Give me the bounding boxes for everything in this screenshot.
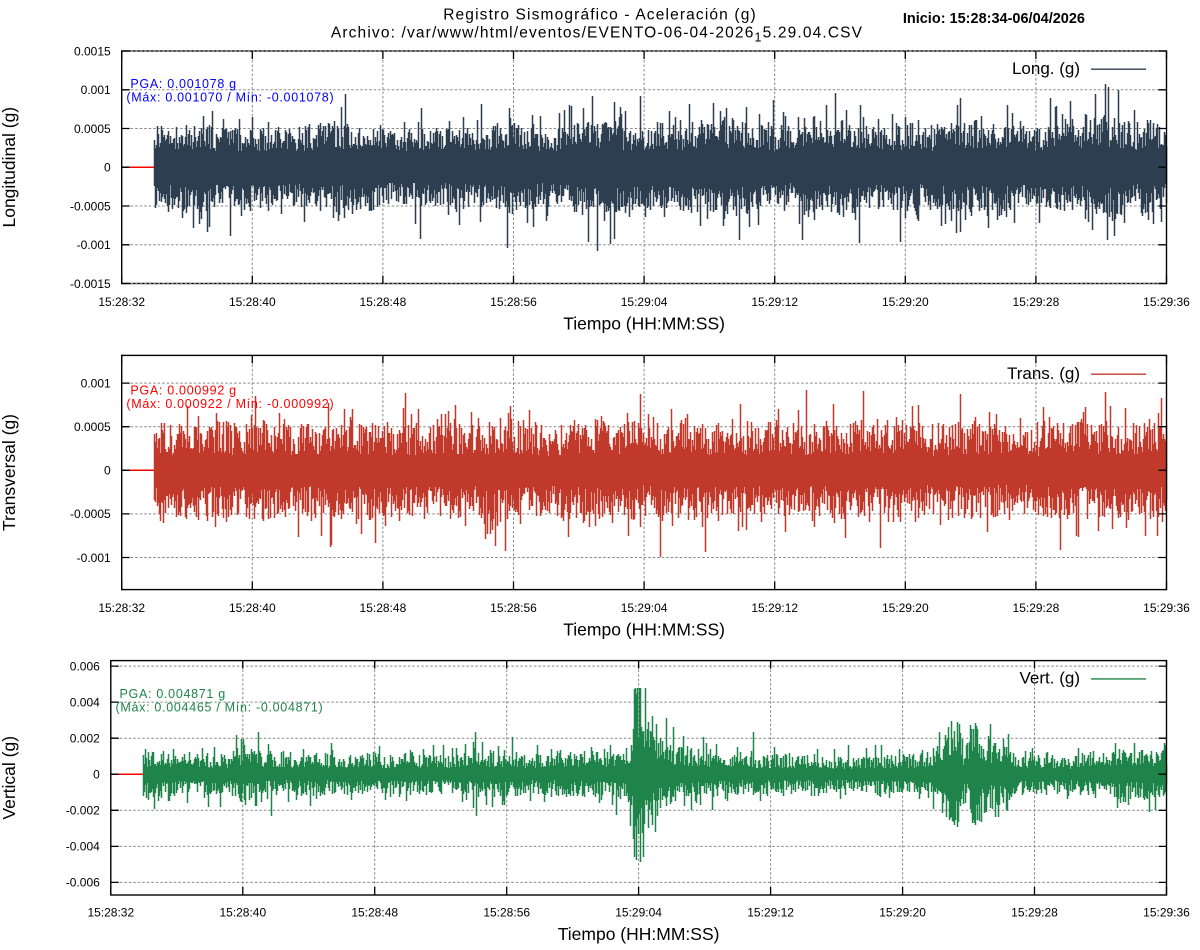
svg-text:-0.006: -0.006: [66, 876, 100, 890]
svg-text:PGA: 0.000992 g: PGA: 0.000992 g: [130, 384, 236, 398]
svg-text:Inicio: 15:28:34-06/04/2026: Inicio: 15:28:34-06/04/2026: [903, 11, 1085, 27]
svg-text:0.004: 0.004: [70, 695, 100, 709]
svg-text:-0.0005: -0.0005: [70, 507, 111, 521]
svg-text:Trans. (g): Trans. (g): [1007, 364, 1080, 383]
svg-text:15:28:56: 15:28:56: [490, 295, 537, 309]
svg-text:15:28:40: 15:28:40: [219, 906, 266, 920]
svg-text:15:28:48: 15:28:48: [360, 601, 407, 615]
svg-text:15:29:12: 15:29:12: [747, 906, 794, 920]
svg-text:15:29:36: 15:29:36: [1143, 906, 1190, 920]
svg-text:-0.0015: -0.0015: [70, 277, 111, 291]
svg-text:Tiempo (HH:MM:SS): Tiempo (HH:MM:SS): [558, 924, 720, 944]
svg-text:15:29:04: 15:29:04: [621, 295, 668, 309]
svg-text:(Máx: 0.001070 / Mín: -0.00107: (Máx: 0.001070 / Mín: -0.001078): [126, 91, 334, 105]
svg-text:15:29:28: 15:29:28: [1011, 906, 1058, 920]
svg-text:Transversal (g): Transversal (g): [0, 414, 19, 531]
svg-text:15:29:36: 15:29:36: [1143, 295, 1190, 309]
svg-text:15:28:40: 15:28:40: [229, 601, 276, 615]
svg-text:0.001: 0.001: [81, 376, 111, 390]
svg-text:-0.002: -0.002: [66, 804, 100, 818]
svg-text:PGA: 0.004871 g: PGA: 0.004871 g: [120, 687, 226, 701]
svg-text:15:28:32: 15:28:32: [87, 906, 134, 920]
svg-text:15:29:20: 15:29:20: [882, 601, 929, 615]
svg-text:0.0015: 0.0015: [74, 44, 111, 58]
svg-text:0.0005: 0.0005: [74, 420, 111, 434]
svg-text:15:28:32: 15:28:32: [98, 601, 145, 615]
svg-text:(Máx: 0.000922 / Mín: -0.00099: (Máx: 0.000922 / Mín: -0.000992): [126, 397, 334, 411]
svg-text:15:29:04: 15:29:04: [615, 906, 662, 920]
svg-text:-0.001: -0.001: [77, 238, 111, 252]
svg-text:15:29:28: 15:29:28: [1013, 295, 1060, 309]
svg-text:0: 0: [104, 161, 111, 175]
svg-text:-0.004: -0.004: [66, 840, 100, 854]
svg-text:Vert. (g): Vert. (g): [1020, 669, 1080, 688]
svg-text:0.002: 0.002: [70, 732, 100, 746]
svg-text:15:28:48: 15:28:48: [360, 295, 407, 309]
svg-text:15:28:56: 15:28:56: [490, 601, 537, 615]
svg-text:Long. (g): Long. (g): [1012, 59, 1080, 78]
svg-text:-0.0005: -0.0005: [70, 199, 111, 213]
svg-text:Tiempo (HH:MM:SS): Tiempo (HH:MM:SS): [563, 314, 725, 334]
svg-text:15:29:20: 15:29:20: [879, 906, 926, 920]
svg-text:15:29:12: 15:29:12: [751, 295, 798, 309]
svg-text:Archivo: /var/www/html/eventos: Archivo: /var/www/html/eventos/EVENTO-06…: [331, 25, 863, 45]
svg-text:0: 0: [93, 768, 100, 782]
svg-text:(Máx: 0.004465 / Mín: -0.00487: (Máx: 0.004465 / Mín: -0.004871): [116, 700, 324, 714]
svg-text:0: 0: [104, 464, 111, 478]
svg-text:Vertical (g): Vertical (g): [0, 736, 19, 820]
svg-text:PGA: 0.001078 g: PGA: 0.001078 g: [130, 77, 236, 91]
svg-text:15:29:28: 15:29:28: [1013, 601, 1060, 615]
svg-text:15:29:12: 15:29:12: [751, 601, 798, 615]
svg-text:15:29:04: 15:29:04: [621, 601, 668, 615]
svg-text:Registro Sismográfico - Aceler: Registro Sismográfico - Aceleración (g): [443, 7, 757, 24]
svg-text:-0.001: -0.001: [77, 551, 111, 565]
svg-text:0.001: 0.001: [81, 83, 111, 97]
svg-text:15:28:32: 15:28:32: [98, 295, 145, 309]
svg-text:Tiempo (HH:MM:SS): Tiempo (HH:MM:SS): [563, 620, 725, 640]
svg-text:15:28:40: 15:28:40: [229, 295, 276, 309]
svg-text:15:28:56: 15:28:56: [483, 906, 530, 920]
svg-text:15:28:48: 15:28:48: [351, 906, 398, 920]
svg-text:0.0005: 0.0005: [74, 122, 111, 136]
svg-text:15:29:36: 15:29:36: [1143, 601, 1190, 615]
svg-text:Longitudinal (g): Longitudinal (g): [0, 107, 19, 228]
svg-text:0.006: 0.006: [70, 659, 100, 673]
svg-text:15:29:20: 15:29:20: [882, 295, 929, 309]
